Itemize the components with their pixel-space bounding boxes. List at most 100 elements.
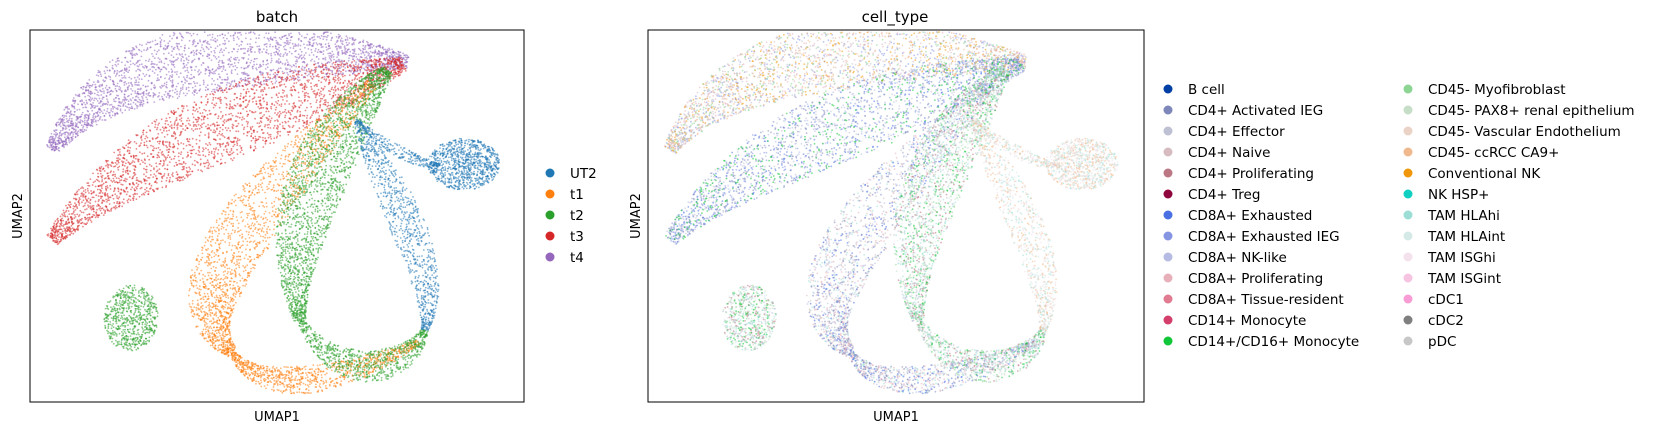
umap-point [369, 46, 371, 49]
umap-point [98, 111, 101, 114]
umap-point [318, 36, 321, 38]
umap-point [134, 173, 137, 176]
umap-point [113, 70, 116, 72]
umap-point [74, 132, 77, 135]
umap-point [210, 59, 213, 61]
umap-point [351, 83, 353, 86]
umap-point [232, 141, 235, 144]
umap-point [79, 198, 81, 201]
umap-point [287, 73, 289, 76]
umap-point [177, 107, 180, 110]
umap-point [229, 153, 232, 156]
umap-point [161, 34, 164, 36]
umap-point [137, 160, 140, 163]
umap-point [105, 198, 107, 201]
umap-point [396, 57, 398, 60]
umap-point [97, 214, 100, 217]
umap-point [87, 204, 89, 207]
umap-point [172, 64, 175, 66]
umap-point [101, 119, 104, 121]
umap-point [274, 71, 277, 74]
umap-point [140, 137, 142, 139]
umap-point [146, 98, 149, 101]
umap-point [260, 107, 263, 109]
umap-point [350, 66, 352, 68]
umap-point [250, 128, 252, 131]
umap-point [93, 112, 96, 115]
umap-point [322, 50, 325, 52]
umap-point [168, 141, 171, 144]
umap-point [127, 88, 129, 90]
umap-point [182, 84, 185, 86]
umap-point [107, 197, 110, 200]
umap-point [212, 122, 215, 125]
umap-point [59, 130, 62, 132]
umap-point [273, 76, 275, 79]
umap-point [62, 127, 65, 129]
umap-point [305, 36, 307, 39]
umap-point [46, 234, 49, 236]
umap-point [224, 96, 226, 99]
umap-point [306, 99, 309, 102]
umap-point [109, 61, 111, 63]
umap-point [309, 117, 312, 120]
umap-point [206, 46, 209, 49]
umap-point [172, 135, 175, 138]
umap-point [335, 41, 338, 44]
umap-point [163, 136, 166, 138]
umap-point [205, 95, 207, 98]
umap-point [279, 134, 281, 137]
umap-point [154, 43, 157, 46]
umap-point [307, 92, 309, 95]
umap-point [301, 102, 304, 104]
umap-point [145, 59, 147, 62]
umap-point [219, 49, 222, 52]
umap-point [82, 194, 85, 197]
umap-point [261, 88, 264, 91]
umap-point [251, 67, 254, 70]
umap-point [125, 144, 128, 147]
umap-point [166, 141, 169, 143]
umap-point [148, 95, 151, 97]
umap-point [337, 33, 340, 36]
umap-point [340, 40, 342, 43]
umap-point [269, 119, 272, 122]
umap-point [334, 61, 337, 64]
umap-point [140, 139, 143, 141]
umap-point [274, 108, 277, 111]
umap-point [268, 78, 270, 81]
umap-point [199, 158, 202, 161]
umap-point [127, 149, 129, 152]
umap-point [192, 32, 195, 35]
umap-point [186, 138, 189, 140]
umap-point [284, 85, 287, 88]
umap-point [84, 216, 86, 219]
umap-point [123, 179, 126, 182]
umap-point [168, 90, 171, 93]
umap-point [239, 151, 242, 154]
umap-point [57, 143, 59, 146]
umap-point [280, 84, 283, 86]
umap-point [85, 116, 88, 119]
umap-point [284, 114, 287, 117]
umap-point [190, 128, 193, 130]
umap-point [68, 213, 71, 216]
umap-point [214, 91, 217, 94]
batch-point-cloud [46, 31, 501, 395]
umap-point [128, 106, 131, 109]
umap-point [316, 35, 319, 38]
umap-point [68, 201, 71, 204]
umap-point [148, 74, 151, 77]
umap-point [171, 172, 174, 175]
umap-point [219, 163, 222, 165]
umap-point [86, 213, 89, 216]
umap-point [180, 39, 183, 42]
umap-point [377, 45, 379, 47]
umap-point [273, 86, 276, 88]
umap-point [236, 148, 239, 151]
umap-point [174, 155, 176, 158]
umap-point [333, 67, 336, 70]
umap-point [136, 100, 139, 103]
umap-point [77, 121, 80, 124]
